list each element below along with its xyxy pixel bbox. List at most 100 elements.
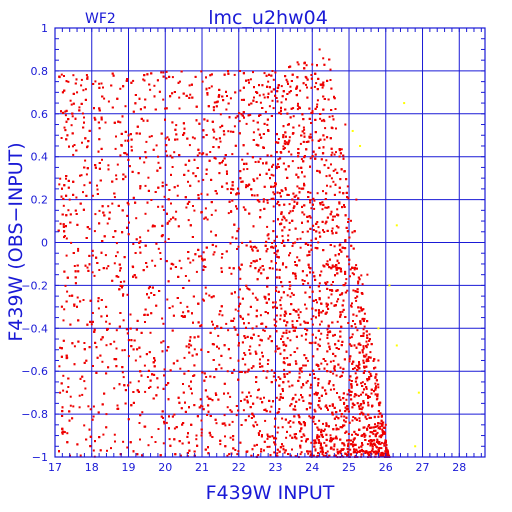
data-point	[333, 245, 336, 248]
data-point	[119, 267, 122, 270]
data-point	[279, 299, 282, 302]
data-point	[271, 242, 274, 244]
data-point	[147, 296, 150, 299]
data-point	[263, 122, 266, 125]
data-point	[266, 276, 269, 279]
data-point	[311, 333, 314, 336]
data-point	[359, 404, 362, 407]
data-point	[343, 444, 346, 447]
data-point	[64, 129, 67, 132]
data-point	[78, 406, 81, 409]
data-point	[375, 385, 377, 388]
data-point	[316, 169, 319, 172]
data-point	[220, 267, 223, 270]
data-point	[358, 419, 361, 422]
data-point	[165, 107, 168, 110]
data-point	[352, 438, 355, 441]
data-point	[310, 452, 313, 455]
data-point	[96, 184, 98, 187]
data-point	[286, 373, 289, 375]
data-point	[303, 354, 306, 357]
data-point	[214, 327, 216, 330]
data-point	[351, 272, 354, 275]
data-point	[98, 209, 101, 212]
data-point	[97, 300, 100, 303]
data-point	[374, 376, 377, 379]
data-point	[115, 365, 118, 368]
data-point	[325, 311, 328, 314]
data-point	[355, 394, 358, 397]
data-point	[298, 398, 301, 401]
data-point	[200, 404, 203, 407]
data-point	[72, 145, 74, 148]
data-point	[353, 395, 356, 398]
data-point	[210, 73, 213, 76]
data-point	[237, 409, 240, 412]
data-point	[277, 200, 280, 203]
data-point	[353, 367, 356, 370]
data-point	[343, 284, 346, 287]
data-point	[201, 80, 204, 83]
data-point	[253, 194, 256, 197]
data-point	[286, 294, 289, 297]
data-point	[292, 207, 295, 209]
data-point	[299, 453, 302, 456]
data-point	[80, 84, 83, 87]
data-point	[337, 226, 340, 229]
data-point	[195, 438, 198, 441]
data-point	[301, 370, 303, 373]
data-point	[248, 349, 251, 351]
data-point	[277, 141, 280, 144]
data-point	[303, 320, 306, 323]
data-point	[318, 368, 321, 371]
data-point	[270, 381, 273, 384]
data-point	[181, 442, 184, 445]
data-point	[226, 188, 229, 191]
data-point	[356, 451, 358, 454]
data-point	[363, 370, 366, 372]
data-point	[262, 200, 265, 203]
data-point	[305, 274, 308, 277]
data-point	[150, 436, 153, 439]
data-point	[302, 384, 305, 387]
data-point	[292, 242, 295, 245]
data-point	[220, 256, 223, 259]
data-point	[352, 289, 355, 292]
data-point	[122, 319, 125, 322]
data-point	[359, 320, 362, 323]
data-point	[335, 374, 338, 377]
data-point	[288, 212, 291, 215]
data-point	[296, 108, 299, 111]
data-point	[316, 301, 318, 304]
data-point	[282, 145, 285, 148]
data-point	[246, 401, 249, 404]
data-point	[298, 187, 301, 190]
data-point	[234, 308, 237, 311]
data-point	[363, 312, 366, 315]
data-point	[122, 440, 125, 443]
data-point	[379, 425, 382, 428]
data-point	[176, 359, 179, 362]
data-point	[286, 176, 289, 179]
data-point	[262, 329, 265, 332]
data-point	[83, 424, 86, 427]
data-point	[276, 163, 279, 166]
data-point	[183, 372, 186, 375]
data-point	[318, 290, 321, 293]
data-point	[236, 453, 239, 456]
data-point	[275, 183, 277, 186]
data-point	[157, 155, 159, 158]
data-point	[330, 230, 333, 232]
data-point	[106, 328, 108, 331]
data-point	[239, 89, 242, 92]
data-point	[289, 425, 292, 428]
data-point	[252, 139, 255, 141]
data-point	[175, 210, 178, 213]
data-point	[330, 154, 333, 157]
data-point	[153, 84, 156, 87]
data-point	[164, 107, 167, 110]
data-point	[91, 418, 94, 421]
data-point	[67, 80, 70, 83]
data-point	[288, 385, 291, 388]
data-point	[336, 300, 339, 303]
